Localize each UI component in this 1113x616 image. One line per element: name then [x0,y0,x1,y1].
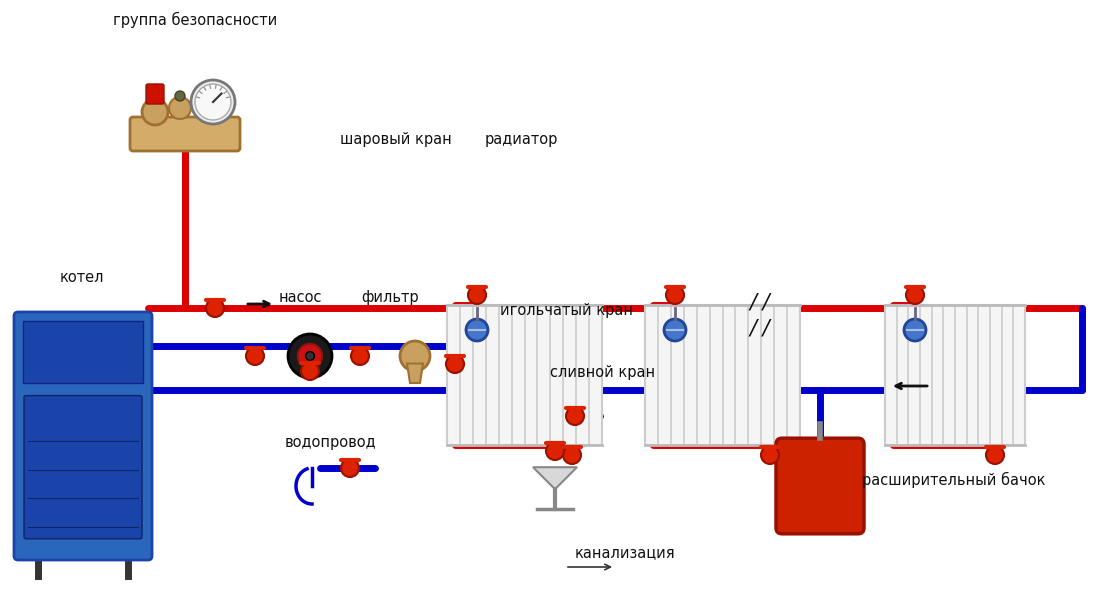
Circle shape [206,299,224,317]
Polygon shape [407,363,423,383]
Circle shape [175,91,185,101]
Circle shape [467,286,486,304]
Text: фильтр: фильтр [362,290,418,305]
Circle shape [446,355,464,373]
Circle shape [546,442,564,460]
Circle shape [169,97,191,119]
Circle shape [664,319,686,341]
Circle shape [306,352,314,360]
Text: насос: насос [278,290,322,305]
Circle shape [666,286,684,304]
Bar [646,305,800,445]
FancyBboxPatch shape [24,395,142,539]
Circle shape [288,334,332,378]
Circle shape [563,446,581,464]
FancyBboxPatch shape [130,117,240,151]
FancyBboxPatch shape [14,312,152,560]
FancyBboxPatch shape [776,438,864,534]
Circle shape [761,446,779,464]
Text: игольчатый кран: игольчатый кран [500,303,633,318]
Circle shape [400,341,430,371]
Circle shape [301,362,319,380]
FancyBboxPatch shape [146,84,164,104]
Text: шаровый кран: шаровый кран [339,132,452,147]
Circle shape [567,407,584,425]
Text: / /: / / [750,318,770,338]
Circle shape [986,446,1004,464]
Text: котел: котел [60,270,105,285]
Circle shape [351,347,370,365]
Circle shape [906,286,924,304]
Circle shape [904,319,926,341]
Text: / /: / / [750,293,770,313]
Text: группа безопасности: группа безопасности [112,12,277,28]
Circle shape [466,319,487,341]
Text: канализация: канализация [575,545,676,560]
Circle shape [341,459,359,477]
Bar [23,321,142,383]
Text: водопровод: водопровод [284,435,376,450]
Text: расширительный бачок: расширительный бачок [861,472,1045,488]
Circle shape [142,99,168,125]
Bar [885,305,1025,445]
Circle shape [298,344,322,368]
Circle shape [246,347,264,365]
Text: радиатор: радиатор [485,132,559,147]
Bar [447,305,602,445]
Circle shape [195,84,232,120]
Text: сливной кран: сливной кран [550,365,656,380]
Circle shape [191,80,235,124]
Polygon shape [533,467,577,489]
